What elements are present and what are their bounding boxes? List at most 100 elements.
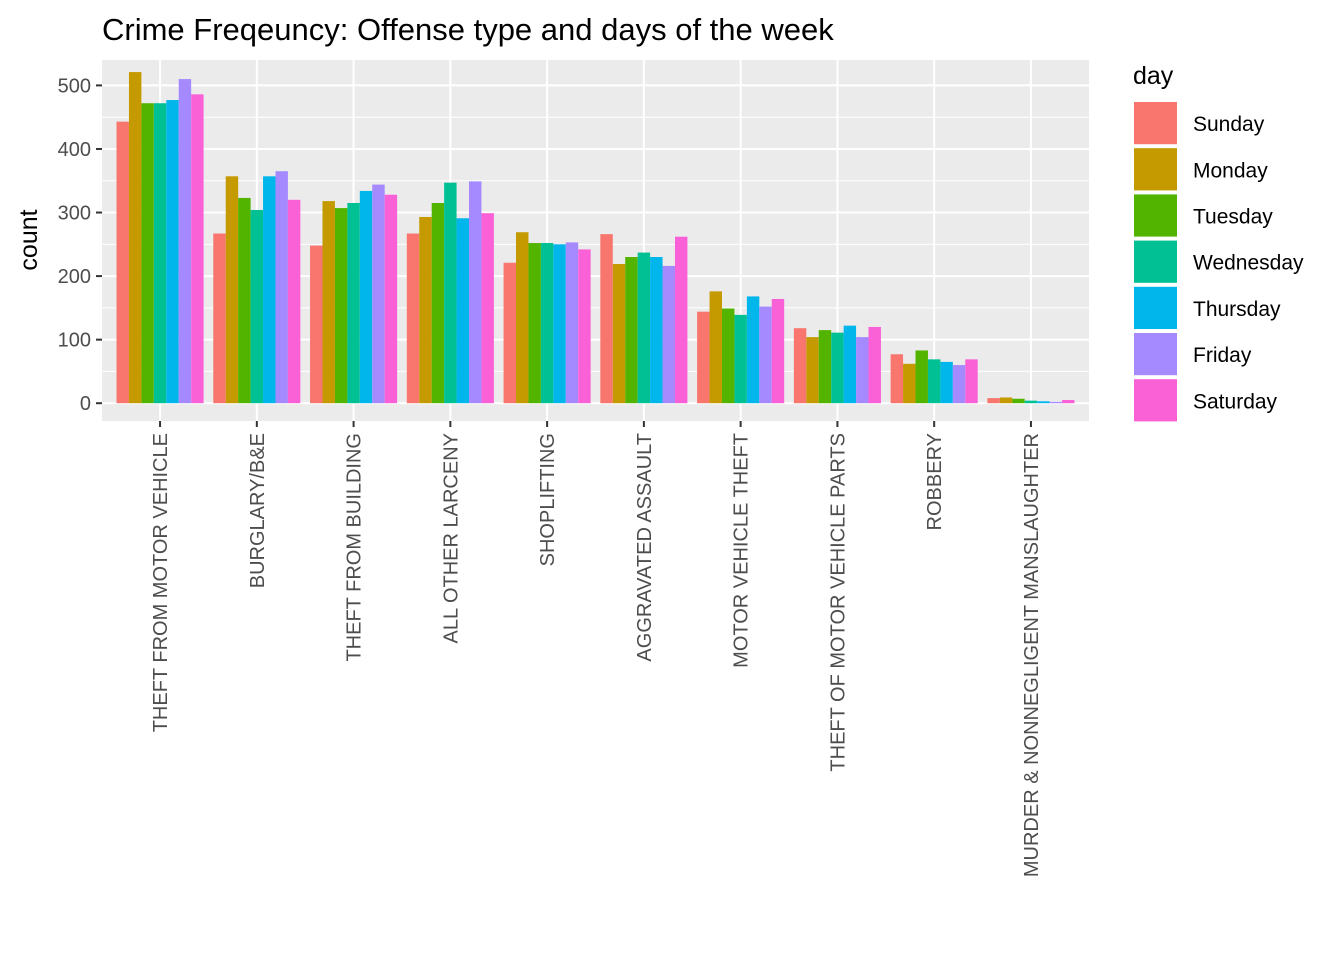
bar-monday-8: [903, 363, 916, 404]
y-tick-label: 200: [58, 266, 91, 288]
y-tick-label: 100: [58, 330, 91, 352]
bar-monday-5: [612, 264, 626, 404]
bar-sunday-2: [310, 245, 323, 404]
bar-monday-9: [999, 397, 1013, 404]
bar-saturday-9: [1062, 400, 1075, 404]
bar-sunday-3: [406, 233, 420, 404]
x-tick-label: MOTOR VEHICLE THEFT: [731, 433, 753, 668]
bar-monday-0: [128, 72, 142, 404]
y-tick-label: 300: [58, 203, 91, 225]
bar-thursday-3: [456, 218, 470, 404]
x-tick-label: SHOPLIFTING: [537, 433, 559, 566]
bar-sunday-7: [793, 328, 807, 404]
bar-thursday-7: [843, 325, 857, 404]
x-tick-label: THEFT FROM MOTOR VEHICLE: [150, 433, 172, 732]
y-tick-label: 0: [80, 393, 91, 415]
bar-wednesday-5: [637, 252, 651, 404]
bar-saturday-6: [771, 298, 785, 404]
bar-tuesday-2: [334, 208, 348, 404]
bar-sunday-6: [697, 311, 710, 404]
bar-wednesday-2: [347, 203, 360, 404]
bar-friday-0: [178, 79, 192, 404]
bar-monday-6: [709, 291, 722, 404]
bar-tuesday-8: [915, 350, 928, 404]
legend: day Sunday Monday Tuesday Wednesday Thursday…: [1133, 62, 1304, 422]
legend-label-sunday: Sunday: [1193, 113, 1265, 136]
bar-monday-4: [516, 232, 529, 404]
bar-sunday-0: [116, 121, 129, 404]
bar-monday-2: [322, 201, 335, 404]
legend-swatch-monday: [1134, 148, 1177, 191]
bar-tuesday-3: [431, 203, 445, 404]
bar-wednesday-7: [831, 332, 844, 404]
x-tick-label: MURDER & NONNEGLIGENT MANSLAUGHTER: [1021, 433, 1043, 877]
bar-wednesday-3: [444, 182, 457, 404]
bar-friday-1: [275, 171, 288, 404]
bar-wednesday-1: [250, 209, 264, 404]
legend-swatch-wednesday: [1134, 240, 1177, 283]
bar-friday-3: [469, 181, 482, 404]
y-tick-label: 400: [58, 139, 91, 161]
bar-friday-5: [662, 265, 675, 404]
legend-label-wednesday: Wednesday: [1193, 252, 1304, 275]
bar-tuesday-6: [721, 308, 735, 404]
bar-thursday-1: [263, 176, 276, 404]
legend-label-friday: Friday: [1193, 344, 1252, 367]
bar-wednesday-9: [1024, 400, 1038, 404]
bar-monday-1: [225, 176, 239, 404]
chart-title: Crime Freqeuncy: Offense type and days o…: [102, 12, 834, 47]
bar-thursday-0: [166, 100, 179, 404]
bar-wednesday-0: [153, 103, 167, 404]
bar-monday-7: [806, 337, 819, 404]
bar-saturday-4: [578, 249, 591, 404]
bar-saturday-3: [481, 213, 494, 404]
y-axis-title: count: [15, 209, 43, 270]
bar-thursday-9: [1037, 401, 1050, 404]
bar-sunday-8: [890, 354, 904, 404]
bar-sunday-9: [987, 398, 1000, 404]
bar-friday-9: [1049, 401, 1063, 404]
bar-thursday-4: [553, 244, 566, 404]
x-tick-label: THEFT FROM BUILDING: [344, 433, 366, 662]
bar-sunday-5: [600, 234, 613, 404]
bar-saturday-8: [965, 359, 978, 404]
bar-thursday-5: [650, 257, 663, 404]
bar-wednesday-8: [927, 359, 941, 404]
x-tick-label: ROBBERY: [924, 433, 946, 530]
bar-saturday-1: [287, 199, 301, 404]
bar-tuesday-5: [625, 257, 638, 404]
bar-tuesday-0: [141, 103, 154, 404]
bar-friday-8: [952, 365, 966, 404]
bar-sunday-4: [503, 262, 517, 404]
bar-friday-6: [759, 306, 772, 404]
x-tick-label: ALL OTHER LARCENY: [440, 433, 462, 643]
bar-thursday-6: [746, 296, 760, 404]
bar-sunday-1: [213, 233, 226, 404]
bar-tuesday-7: [818, 330, 832, 404]
bar-saturday-7: [868, 326, 881, 404]
legend-label-tuesday: Tuesday: [1193, 206, 1273, 229]
legend-swatch-saturday: [1134, 379, 1177, 422]
bars: [116, 72, 1075, 404]
bar-wednesday-4: [540, 243, 554, 404]
y-axis: 0 100 200 300 400 500: [58, 75, 102, 415]
bar-tuesday-9: [1012, 398, 1025, 404]
x-tick-label: BURGLARY/B&E: [247, 433, 269, 588]
legend-swatch-thursday: [1134, 286, 1177, 329]
x-tick-label: THEFT OF MOTOR VEHICLE PARTS: [827, 433, 849, 772]
bar-wednesday-6: [734, 314, 747, 404]
legend-swatch-tuesday: [1134, 194, 1177, 237]
bar-friday-2: [372, 184, 385, 404]
legend-swatch-sunday: [1134, 102, 1177, 145]
bar-friday-4: [565, 242, 579, 404]
legend-label-thursday: Thursday: [1193, 298, 1281, 321]
bar-tuesday-4: [528, 243, 541, 404]
bar-tuesday-1: [238, 197, 251, 404]
legend-label-monday: Monday: [1193, 159, 1268, 182]
legend-swatch-friday: [1134, 333, 1177, 376]
bar-thursday-8: [940, 361, 953, 404]
bar-monday-3: [419, 216, 432, 404]
legend-title: day: [1133, 62, 1174, 90]
legend-label-saturday: Saturday: [1193, 390, 1278, 413]
